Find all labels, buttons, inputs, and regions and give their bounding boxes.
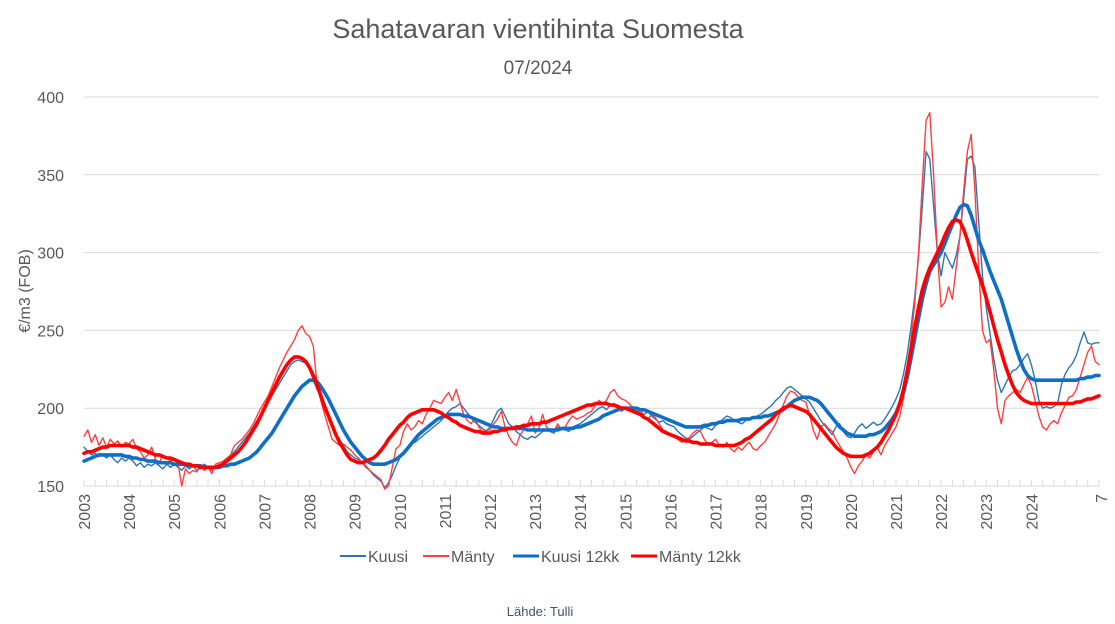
x-tick-label: 2005 xyxy=(167,494,184,530)
x-tick-label: 2022 xyxy=(934,494,951,530)
y-tick-label: 200 xyxy=(37,401,64,418)
x-tick-label: 2012 xyxy=(483,494,500,530)
x-tick-label: 2004 xyxy=(122,494,139,530)
y-tick-label: 150 xyxy=(37,479,64,496)
x-tick-label: 2016 xyxy=(663,494,680,530)
legend-item: Mänty 12kk xyxy=(631,549,742,566)
legend-item: Kuusi xyxy=(340,549,408,566)
chart-title: Sahatavaran vientihinta Suomesta xyxy=(332,14,744,44)
y-tick-label: 250 xyxy=(37,323,64,340)
x-tick-label: 2018 xyxy=(754,494,771,530)
y-axis-label: €/m3 (FOB) xyxy=(17,249,34,333)
x-tick-label: 2017 xyxy=(709,494,726,530)
y-tick-labels: 150 200 250 300 350 400 xyxy=(37,90,64,496)
x-tick-label: 2009 xyxy=(348,494,365,530)
x-tick-label: 2003 xyxy=(77,494,94,530)
legend-label: Mänty xyxy=(451,549,495,566)
legend-label: Mänty 12kk xyxy=(659,549,742,566)
x-tick-label: 2008 xyxy=(303,494,320,530)
chart-subtitle: 07/2024 xyxy=(504,58,573,79)
series-kuusi-12kk xyxy=(82,202,1101,470)
series-kuusi xyxy=(83,150,1100,489)
x-axis xyxy=(83,480,1100,487)
series-manty-12kk xyxy=(82,218,1101,470)
y-tick-label: 350 xyxy=(37,168,64,185)
legend-label: Kuusi xyxy=(368,549,408,566)
x-tick-label: 2024 xyxy=(1024,494,1041,530)
source-note: Lähde: Tulli xyxy=(507,604,574,619)
x-tick-labels: 2003 2004 2005 2006 2007 2008 2009 2010 2011 2012… xyxy=(77,494,1111,530)
y-tick-label: 400 xyxy=(37,90,64,107)
x-tick-label: 2013 xyxy=(528,494,545,530)
x-tick-label: 2011 xyxy=(438,494,455,529)
x-tick-label: 2020 xyxy=(844,494,861,530)
x-tick-label: 2019 xyxy=(799,494,816,530)
x-tick-label: 2015 xyxy=(618,494,635,530)
legend-item: Kuusi 12kk xyxy=(513,549,620,566)
x-tick-label: 2007 xyxy=(257,494,274,530)
x-tick-label: 2006 xyxy=(212,494,229,530)
legend-label: Kuusi 12kk xyxy=(541,549,620,566)
x-tick-label: 2010 xyxy=(393,494,410,530)
series-manty xyxy=(83,111,1100,490)
y-tick-label: 300 xyxy=(37,246,64,263)
x-tick-label: 2021 xyxy=(889,494,906,530)
gridlines xyxy=(84,96,1099,409)
x-tick-label: 2023 xyxy=(979,494,996,530)
legend-item: Mänty xyxy=(423,549,495,566)
x-tick-label: 2014 xyxy=(573,494,590,530)
legend: Kuusi Mänty Kuusi 12kk Mänty 12kk xyxy=(340,549,742,566)
series-lines xyxy=(82,111,1101,490)
x-tick-label: 7 xyxy=(1094,494,1111,503)
